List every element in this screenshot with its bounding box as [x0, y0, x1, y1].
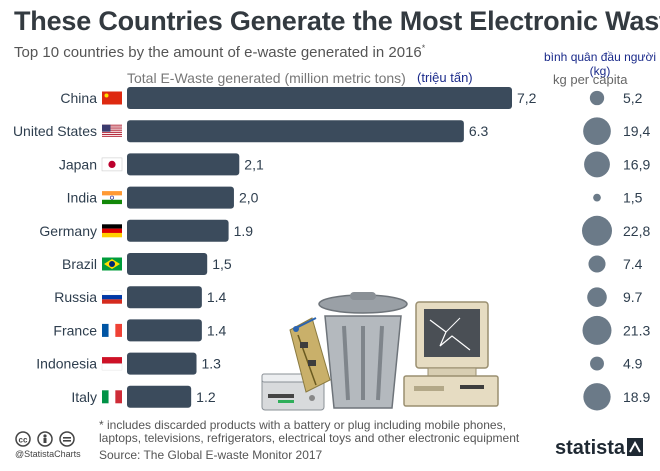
bar-value-label: 1.2 — [196, 389, 216, 405]
germany-flag-icon — [102, 224, 122, 238]
total-column-header: Total E-Waste generated (million metric … — [127, 70, 406, 86]
bar-value-label: 2,0 — [239, 190, 259, 206]
category-label: France — [53, 322, 97, 338]
retro-computer-illustration — [403, 301, 499, 407]
percapita-value-label: 21.3 — [623, 322, 650, 338]
percapita-column-header: kg per capita — [553, 72, 628, 87]
bar-value-label: 1,5 — [212, 256, 232, 272]
china-flag-icon — [102, 91, 122, 105]
percapita-dot — [589, 90, 605, 106]
subtitle-text: Top 10 countries by the amount of e-wast… — [14, 44, 422, 61]
category-label: Indonesia — [36, 356, 97, 372]
chart-row-japan: Japan 2,1 16,9 — [59, 151, 650, 178]
brazil-flag-icon — [102, 257, 122, 271]
svg-text:cc: cc — [19, 436, 28, 445]
percapita-dot — [582, 315, 612, 345]
russia-flag-icon — [101, 290, 123, 304]
statista-logo: statista — [555, 437, 626, 459]
source-note: Source: The Global E-waste Monitor 2017 — [99, 448, 323, 462]
bar-value-label: 6.3 — [469, 123, 489, 139]
category-label: India — [67, 190, 98, 206]
total-column-header-vn: (triệu tấn) — [417, 70, 473, 85]
statista-charts-credit: @StatistaCharts — [15, 449, 81, 459]
bar-total-ewaste — [127, 319, 202, 342]
chart-row-india: India 2,0 1,5 — [67, 186, 643, 209]
percapita-value-label: 19,4 — [623, 123, 650, 139]
percapita-dot — [582, 215, 612, 246]
bar-total-ewaste — [127, 153, 240, 176]
chart-title: These Countries Generate the Most Electr… — [14, 6, 660, 36]
category-label: Japan — [59, 156, 97, 172]
bar-value-label: 2,1 — [244, 156, 264, 172]
percapita-dot — [584, 151, 610, 178]
no-derivatives-icon — [59, 431, 75, 447]
chart-row-russia: Russia 1.4 9.7 — [54, 286, 643, 309]
italy-flag-icon — [102, 390, 122, 404]
chart-row-germany: Germany 1.9 22,8 — [39, 215, 650, 246]
category-label: United States — [13, 123, 97, 139]
footnote-line-2: laptops, televisions, refrigerators, ele… — [99, 431, 520, 445]
usa-flag-icon — [102, 124, 122, 138]
chart-row-france: France 1.4 21.3 — [53, 315, 650, 345]
creative-commons-icons: cc — [15, 431, 75, 447]
trash-can-illustration — [318, 292, 408, 409]
percapita-dot — [588, 255, 606, 273]
attribution-icon — [37, 431, 53, 447]
india-flag-icon — [102, 191, 122, 205]
subtitle-footnote-mark: * — [421, 43, 426, 53]
chart-row-italy: Italy 1.2 18.9 — [71, 383, 650, 411]
bar-total-ewaste — [127, 186, 234, 209]
percapita-value-label: 22,8 — [623, 223, 650, 239]
category-label: Russia — [54, 289, 97, 305]
percapita-value-label: 16,9 — [623, 156, 650, 172]
percapita-dot — [587, 287, 607, 307]
percapita-dot — [590, 356, 604, 371]
percapita-value-label: 1,5 — [623, 190, 643, 206]
category-label: China — [60, 90, 97, 106]
bar-total-ewaste — [127, 87, 512, 109]
chart-row-united-states: United States 6.3 19,4 — [13, 117, 650, 146]
chart-row-indonesia: Indonesia 1.3 4.9 — [36, 352, 643, 375]
bar-total-ewaste — [127, 352, 197, 375]
category-label: Brazil — [62, 256, 97, 272]
cc-icon — [15, 431, 31, 447]
category-label: Germany — [39, 223, 97, 239]
bar-total-ewaste — [127, 120, 464, 143]
japan-flag-icon — [101, 157, 123, 172]
bar-value-label: 1.9 — [234, 223, 254, 239]
indonesia-flag-icon — [101, 357, 123, 371]
bar-value-label: 1.3 — [202, 356, 222, 372]
bar-value-label: 1.4 — [207, 322, 227, 338]
bar-value-label: 7,2 — [517, 90, 537, 106]
bar-total-ewaste — [127, 219, 229, 242]
bar-total-ewaste — [127, 286, 202, 309]
category-label: Italy — [71, 389, 97, 405]
percapita-value-label: 5,2 — [623, 90, 643, 106]
chart-row-brazil: Brazil 1,5 7.4 — [62, 253, 643, 275]
footnote-line-1: * includes discarded products with a bat… — [99, 418, 506, 432]
percapita-dot — [593, 193, 601, 202]
percapita-dot — [583, 117, 611, 146]
bar-value-label: 1.4 — [207, 289, 227, 305]
percapita-value-label: 4.9 — [623, 356, 643, 372]
percapita-value-label: 18.9 — [623, 389, 650, 405]
statista-logo-icon — [627, 438, 643, 456]
percapita-column-header-vn: bình quân đầu người (kg) — [544, 50, 656, 78]
percapita-value-label: 7.4 — [623, 256, 643, 272]
bar-total-ewaste — [127, 253, 208, 275]
france-flag-icon — [102, 323, 122, 337]
bar-total-ewaste — [127, 385, 192, 408]
chart-row-china: China 7,2 5,2 — [60, 87, 643, 109]
percapita-dot — [583, 383, 611, 411]
percapita-value-label: 9.7 — [623, 289, 643, 305]
circuit-board-illustration — [289, 317, 331, 393]
chart-subtitle: Top 10 countries by the amount of e-wast… — [14, 43, 425, 61]
